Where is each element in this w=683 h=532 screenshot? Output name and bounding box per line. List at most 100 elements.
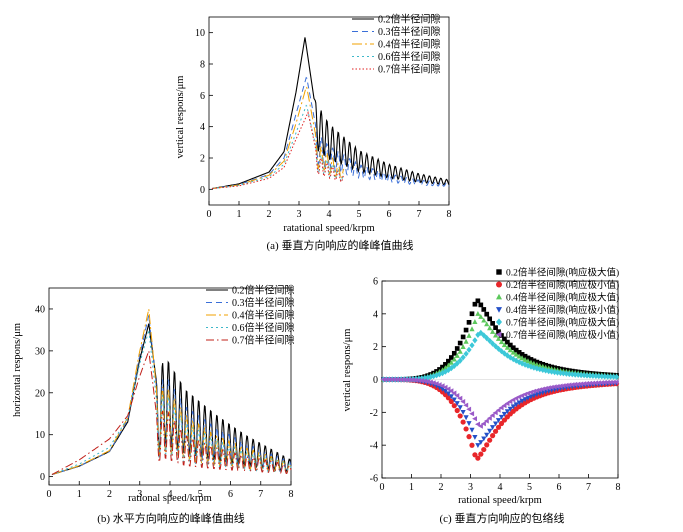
- data-point: [496, 293, 502, 300]
- data-point: [484, 432, 490, 438]
- data-point: [566, 370, 572, 378]
- data-point: [446, 358, 451, 364]
- data-point: [501, 350, 507, 357]
- data-point: [481, 436, 487, 442]
- data-point: [528, 389, 534, 395]
- y-tick-label: 10: [195, 28, 205, 39]
- data-point: [599, 373, 605, 380]
- data-point: [487, 325, 493, 331]
- y-tick-label: 2: [373, 342, 378, 353]
- x-tick-label: 0: [380, 482, 385, 493]
- data-point: [525, 395, 531, 401]
- y-tick-label: 6: [373, 277, 378, 288]
- caption-c: (c) 垂直方向响应的包络线: [440, 511, 565, 525]
- data-point: [451, 397, 457, 403]
- data-point: [457, 395, 463, 401]
- legend-label: 0.7倍半径间隙: [378, 63, 441, 76]
- data-point: [513, 351, 519, 357]
- data-point: [584, 380, 590, 387]
- data-point: [460, 334, 466, 340]
- data-point: [410, 377, 416, 383]
- data-point: [442, 368, 448, 375]
- data-point: [386, 376, 392, 383]
- data-point: [486, 415, 492, 421]
- data-point: [545, 385, 551, 391]
- data-point: [463, 402, 469, 408]
- data-point: [463, 350, 469, 357]
- data-point: [502, 336, 507, 342]
- data-point: [504, 344, 510, 350]
- x-tick-label: 8: [616, 482, 621, 493]
- data-point: [466, 346, 472, 353]
- data-point: [598, 380, 604, 386]
- data-point: [448, 394, 454, 400]
- data-point: [525, 358, 531, 364]
- data-point: [487, 428, 493, 434]
- data-point: [389, 376, 395, 383]
- data-point: [454, 393, 460, 399]
- data-point: [487, 316, 493, 322]
- data-point: [404, 377, 410, 383]
- data-point: [581, 372, 587, 379]
- x-tick-label: 2: [107, 489, 112, 500]
- data-point: [457, 340, 463, 346]
- data-point: [607, 379, 613, 385]
- data-point: [534, 361, 540, 367]
- x-tick-label: 8: [289, 489, 294, 500]
- x-axis-label: ratational speed/krpm: [283, 223, 374, 234]
- data-point: [531, 360, 537, 366]
- data-point: [584, 372, 590, 379]
- legend-label: 0.4倍半径间隙(响应极小值): [506, 304, 619, 316]
- data-point: [475, 421, 480, 427]
- data-point: [439, 369, 446, 377]
- data-point: [484, 321, 490, 327]
- data-point: [587, 372, 593, 379]
- series-line: [211, 37, 450, 190]
- data-point: [490, 340, 496, 347]
- data-point: [454, 346, 460, 351]
- data-point: [611, 373, 617, 380]
- data-point: [543, 364, 549, 370]
- data-point: [504, 352, 510, 359]
- data-point: [442, 389, 448, 394]
- data-point: [495, 424, 502, 430]
- data-point: [501, 403, 507, 409]
- y-tick-label: 0: [373, 375, 378, 386]
- data-point: [498, 405, 504, 411]
- data-point: [478, 314, 484, 319]
- caption-a: (a) 垂直方向响应的峰峰值曲线: [267, 238, 414, 252]
- legend-label: 0.6倍半径间隙: [378, 50, 441, 63]
- y-tick-label: 30: [35, 346, 45, 357]
- data-point: [445, 391, 451, 397]
- data-point: [534, 365, 540, 372]
- series-line: [211, 86, 345, 190]
- data-point: [489, 412, 495, 418]
- data-point: [572, 371, 578, 378]
- data-point: [528, 357, 534, 362]
- data-point: [504, 400, 510, 407]
- data-point: [531, 364, 537, 371]
- x-tick-label: 3: [137, 489, 142, 500]
- data-point: [537, 362, 543, 368]
- data-point: [483, 418, 489, 424]
- data-point: [451, 356, 457, 362]
- x-tick-label: 1: [77, 489, 82, 500]
- data-point: [504, 409, 510, 415]
- data-point: [460, 344, 466, 349]
- data-point: [490, 329, 496, 334]
- data-point: [613, 373, 620, 381]
- series-line: [211, 111, 345, 190]
- legend-label: 0.2倍半径间隙: [378, 13, 441, 26]
- data-point: [401, 377, 407, 383]
- data-point: [519, 360, 525, 367]
- data-point: [478, 302, 484, 308]
- data-point: [510, 356, 516, 363]
- y-tick-label: -2: [370, 408, 378, 419]
- x-tick-label: 1: [237, 209, 242, 220]
- data-point: [457, 413, 463, 419]
- data-point: [525, 355, 531, 361]
- data-point: [481, 332, 487, 339]
- data-point: [522, 397, 528, 403]
- legend-label: 0.7倍半径间隙(响应极小值): [506, 329, 619, 341]
- data-point: [451, 403, 457, 409]
